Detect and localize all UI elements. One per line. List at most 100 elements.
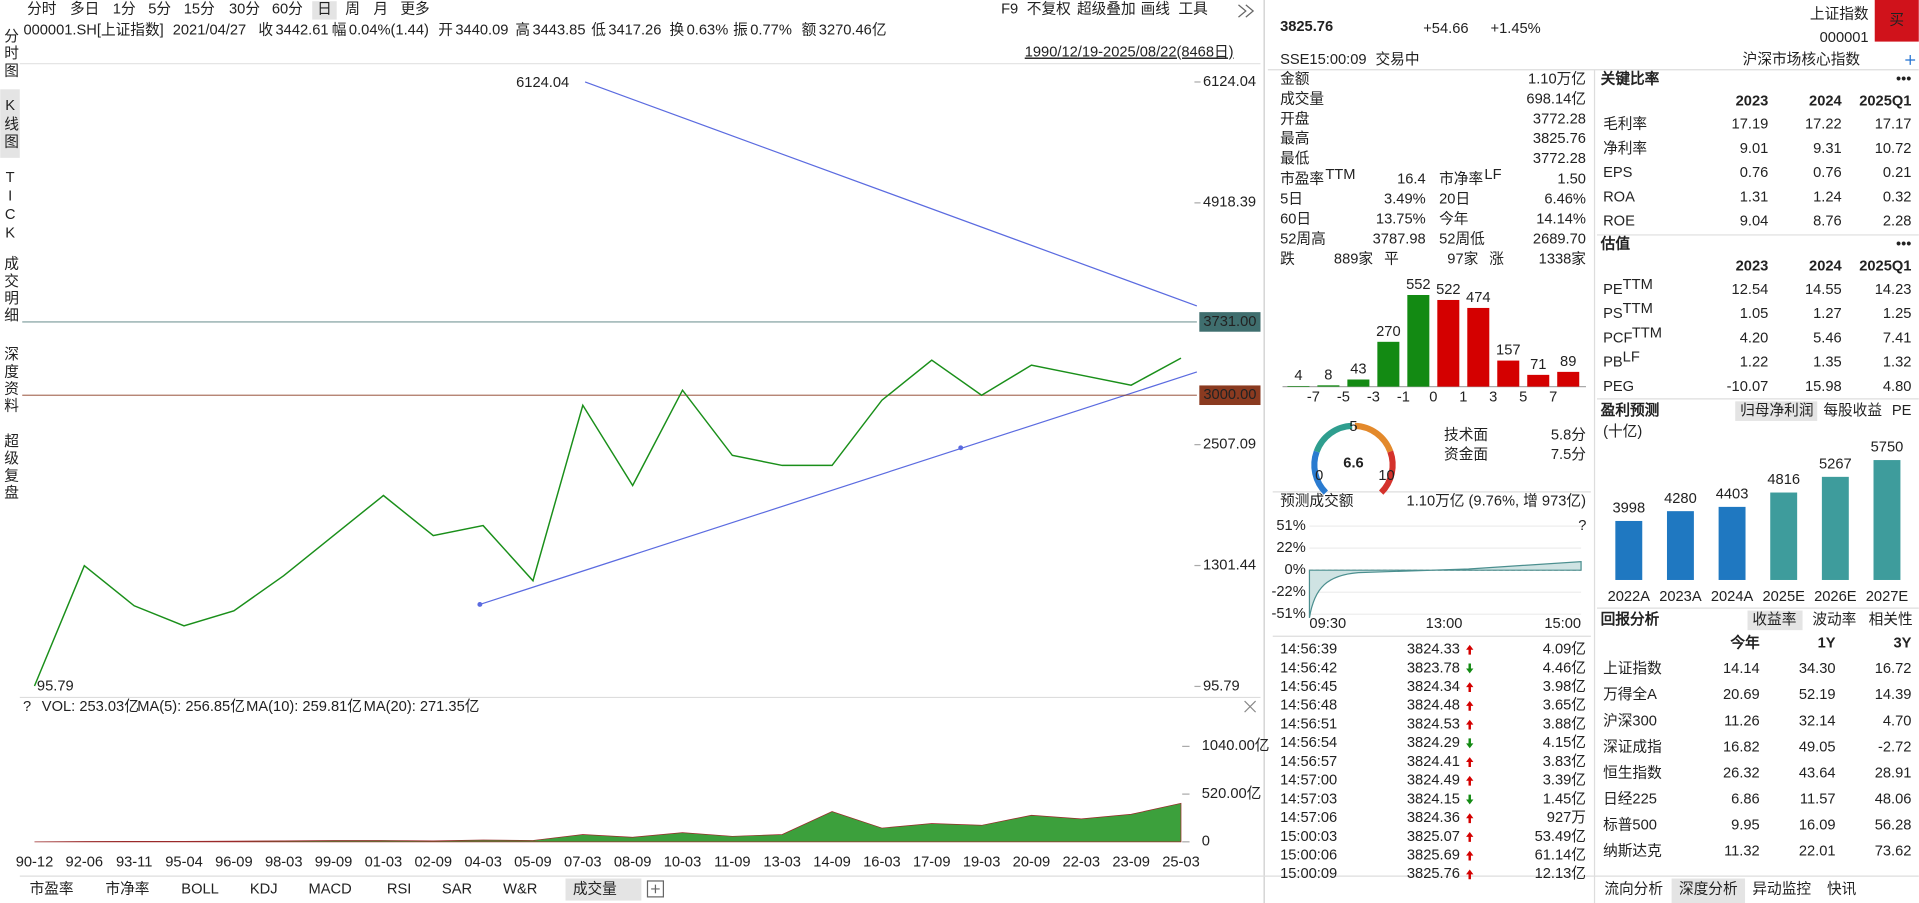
bar	[1615, 520, 1643, 580]
trade-amount: 3.98亿	[1543, 678, 1586, 695]
row-value: 1.10万亿	[1528, 70, 1586, 87]
cell: 2.28	[1883, 214, 1912, 230]
indicator-tab[interactable]: RSI	[387, 881, 411, 897]
row-label: 上证指数	[1603, 660, 1662, 677]
cell: 1.31	[1740, 189, 1769, 205]
tool-button[interactable]: 画线	[1141, 1, 1171, 18]
cell: 52.19	[1799, 687, 1836, 703]
period-tab[interactable]: 日	[317, 2, 332, 18]
side-tab[interactable]: 成交明细	[2, 256, 18, 325]
trade-arrow	[1466, 757, 1474, 767]
row-label: 市盈率	[1280, 171, 1324, 188]
x-tick-label: 2026E	[1814, 589, 1857, 605]
panel-tab[interactable]: 流向分析	[1604, 880, 1663, 897]
more-button[interactable]: •••	[1896, 71, 1911, 87]
x-tick-label: 16-03	[863, 854, 901, 870]
tab[interactable]: 归母净利润	[1740, 402, 1813, 419]
row-label: 成交量	[1280, 89, 1324, 107]
indicator-tab[interactable]: SAR	[442, 881, 472, 897]
cell: 22.01	[1799, 844, 1836, 860]
tab[interactable]: 相关性	[1869, 611, 1913, 628]
column-header: 2023	[1736, 259, 1769, 275]
row-label: 净利率	[1603, 140, 1647, 157]
more-button[interactable]: •••	[1896, 237, 1911, 253]
panel-tab[interactable]: 异动监控	[1752, 880, 1811, 897]
cell: 16.72	[1875, 661, 1912, 677]
bar	[1666, 511, 1694, 580]
cell: 43.64	[1799, 765, 1836, 781]
cell: 10.72	[1875, 141, 1912, 157]
trade-arrow	[1466, 832, 1474, 842]
data-label: 552	[1406, 277, 1430, 293]
tab[interactable]: PE	[1892, 403, 1912, 419]
period-tab[interactable]: 更多	[400, 1, 429, 18]
side-tab[interactable]: 分时图	[2, 28, 18, 79]
cell: 28.91	[1875, 765, 1912, 781]
side-tab[interactable]: TICK	[2, 170, 18, 244]
indicator-tab[interactable]: MACD	[309, 881, 352, 897]
indicator-tab[interactable]: W&R	[503, 881, 537, 897]
indicator-tab[interactable]: 成交量	[573, 879, 617, 897]
indicator-tab[interactable]: 市净率	[105, 880, 149, 897]
trade-time: 14:56:51	[1280, 716, 1337, 732]
tab[interactable]: 每股收益	[1823, 402, 1882, 419]
tool-button[interactable]: 不复权	[1027, 0, 1071, 18]
period-tab[interactable]: 5分	[148, 1, 171, 18]
cell: 9.95	[1731, 818, 1760, 834]
x-tick-label: 1	[1459, 390, 1467, 406]
x-tick-label: -5	[1337, 390, 1350, 406]
buy-label[interactable]: 买	[1889, 12, 1904, 29]
tool-button[interactable]: 工具	[1179, 2, 1209, 18]
x-tick-label: 7	[1549, 390, 1557, 406]
date-range[interactable]: 1990/12/19-2025/08/22(8468日)	[1025, 44, 1234, 60]
period-tab[interactable]: 60分	[272, 1, 303, 18]
trade-amount: 3.65亿	[1543, 697, 1586, 714]
cell: 11.26	[1724, 713, 1760, 729]
trade-price: 3824.41	[1407, 754, 1460, 770]
expand-icon[interactable]	[1238, 4, 1255, 18]
breadth: 涨	[1489, 250, 1504, 267]
link[interactable]: 沪深市场核心指数	[1743, 51, 1861, 68]
cell: 48.06	[1875, 791, 1912, 807]
close-icon[interactable]	[1244, 700, 1257, 713]
period-tab[interactable]: 周	[345, 1, 360, 18]
x-tick-label: 5	[1519, 390, 1527, 406]
row-label: EPS	[1603, 165, 1633, 181]
bar	[1437, 299, 1460, 387]
tool-button[interactable]: 超级叠加	[1077, 1, 1136, 18]
trade-time: 14:56:42	[1280, 660, 1337, 676]
tab[interactable]: 波动率	[1812, 611, 1856, 628]
help-icon[interactable]: ?	[1578, 518, 1586, 534]
period-tab[interactable]: 1分	[113, 1, 136, 18]
period-tab[interactable]: 多日	[70, 1, 99, 18]
trade-price: 3824.34	[1407, 679, 1460, 695]
field-label: 低	[591, 21, 606, 38]
add-tab[interactable]	[646, 880, 665, 898]
indicator-tab[interactable]: KDJ	[250, 881, 278, 897]
unit: (十亿)	[1603, 423, 1642, 440]
indicator-tab[interactable]: BOLL	[181, 881, 219, 897]
side-tab[interactable]: K线图	[2, 98, 18, 151]
data-label: 4403	[1716, 487, 1749, 503]
volume-area	[34, 802, 1182, 843]
side-tab[interactable]: 超级复盘	[2, 433, 18, 502]
data-label: 3998	[1612, 501, 1645, 517]
cell: 14.23	[1875, 282, 1912, 298]
tab[interactable]: 收益率	[1752, 611, 1796, 628]
row-label: PS	[1603, 306, 1623, 322]
buy-button[interactable]	[1874, 0, 1919, 42]
period-tab[interactable]: 月	[373, 2, 388, 18]
row-label: 60日	[1280, 212, 1311, 228]
y-tick-label: -22%	[1272, 584, 1306, 600]
period-tab[interactable]: 30分	[229, 1, 260, 18]
x-tick-label: 2027E	[1866, 589, 1909, 605]
period-tab[interactable]: 分时	[27, 1, 57, 18]
trade-time: 14:56:57	[1280, 754, 1337, 770]
cell: -2.72	[1878, 739, 1911, 755]
period-tab[interactable]: 15分	[184, 1, 215, 18]
panel-tab[interactable]: 深度分析	[1679, 880, 1738, 897]
side-tab[interactable]: 深度资料	[2, 346, 18, 415]
indicator-tab[interactable]: 市盈率	[30, 880, 74, 897]
panel-tab[interactable]: 快讯	[1827, 880, 1857, 897]
tool-button[interactable]: F9	[1001, 2, 1018, 18]
